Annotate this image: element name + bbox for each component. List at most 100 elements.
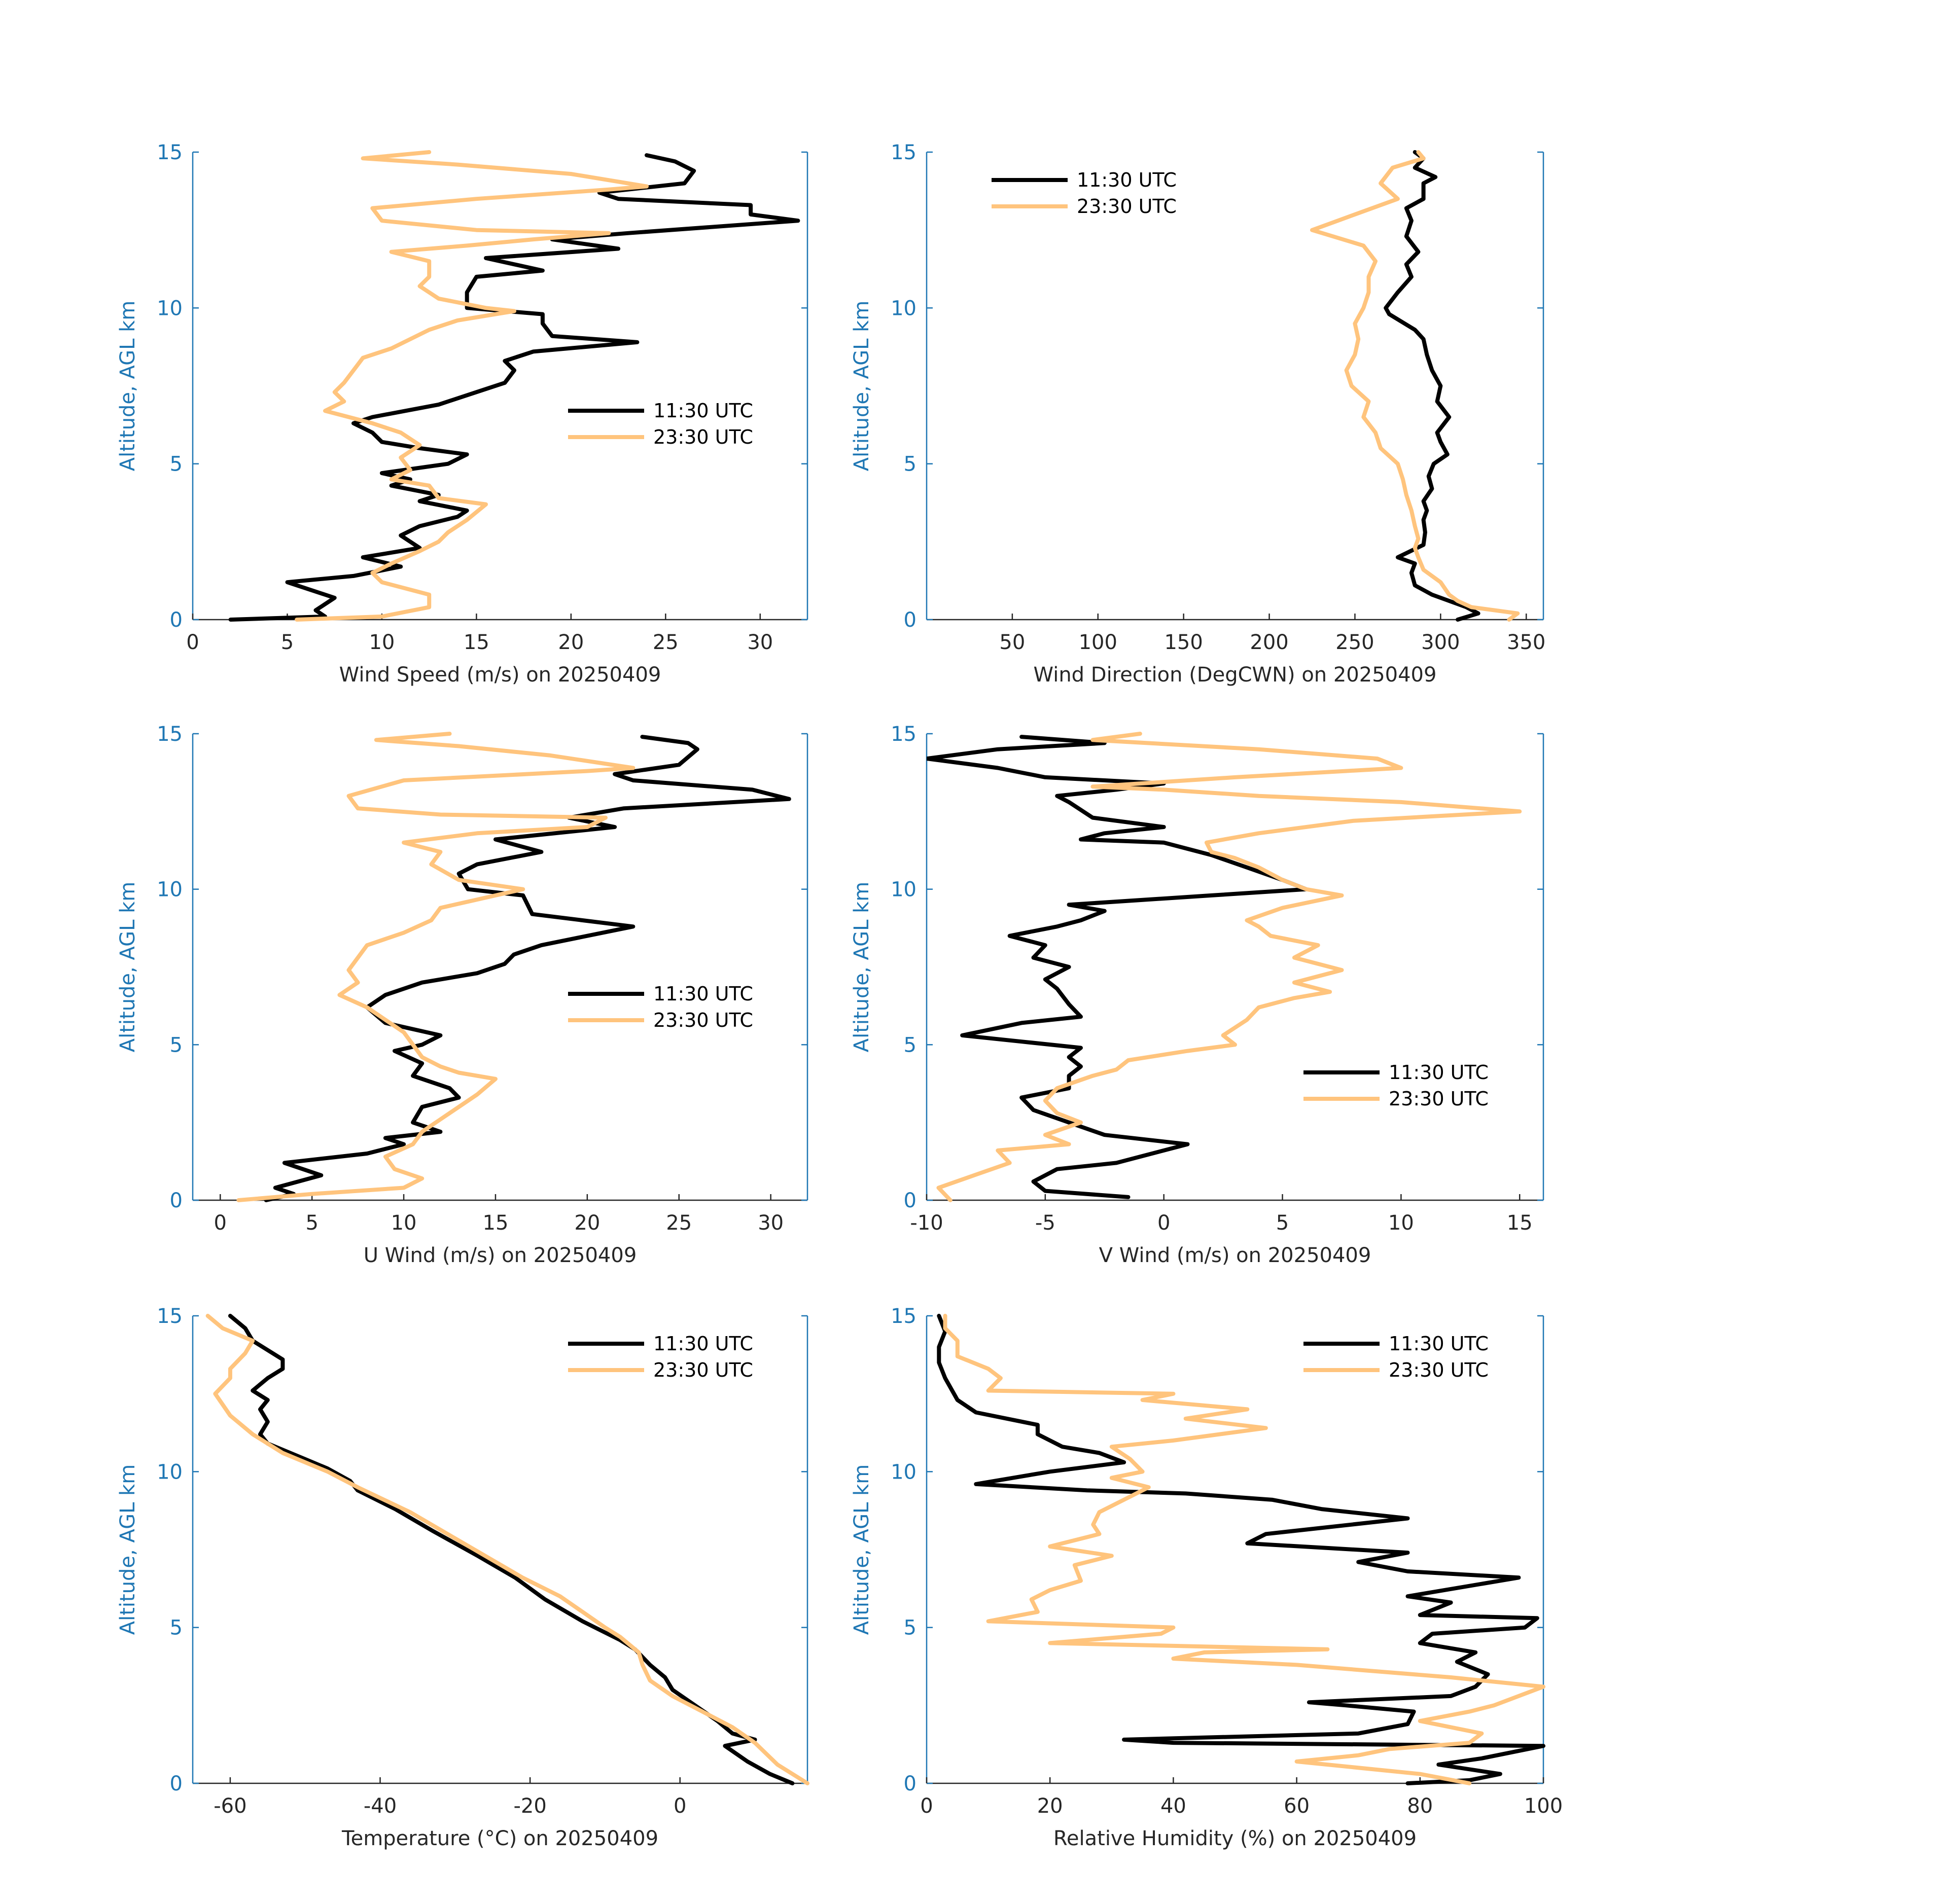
y-axis-label: Altitude, AGL km: [850, 301, 873, 472]
x-tick-label: 60: [1284, 1794, 1310, 1818]
y-tick-label: 10: [157, 297, 183, 320]
legend-label-2: 23:30 UTC: [1077, 195, 1177, 218]
chart-panel-4: 0 5 10 15 -10 -5 0 5 10 15 V Wind (m/s) on 2025040…: [850, 723, 1544, 1267]
x-tick-label: 30: [758, 1211, 784, 1235]
x-tick-label: 15: [464, 631, 489, 654]
y-tick-label: 15: [891, 723, 916, 746]
y-tick-label: 0: [170, 608, 183, 632]
y-axis-label: Altitude, AGL km: [850, 882, 873, 1053]
chart-panel-5: 0 5 10 15 -60 -40 -20 0 Temperature (°C) on 2025…: [116, 1305, 809, 1850]
x-tick-label: 5: [1276, 1211, 1289, 1235]
x-tick-label: 10: [369, 631, 395, 654]
x-tick-label: -60: [214, 1794, 246, 1818]
y-axis-label: Altitude, AGL km: [116, 1464, 139, 1635]
y-tick-label: 5: [170, 1033, 183, 1057]
series-line-1: [927, 735, 1309, 1199]
x-tick-label: 350: [1507, 631, 1545, 654]
y-tick-label: 15: [157, 141, 183, 164]
x-tick-label: -10: [910, 1211, 943, 1235]
x-tick-label: -40: [364, 1794, 397, 1818]
x-tick-label: 100: [1524, 1794, 1563, 1818]
legend-label-1: 11:30 UTC: [653, 1333, 753, 1355]
x-tick-label: 15: [1507, 1211, 1533, 1235]
x-tick-label: 25: [653, 631, 679, 654]
x-axis-label: Relative Humidity (%) on 20250409: [1053, 1827, 1417, 1850]
x-tick-label: 20: [1037, 1794, 1063, 1818]
y-tick-label: 15: [891, 141, 916, 164]
x-tick-label: 25: [666, 1211, 692, 1235]
y-axis-label: Altitude, AGL km: [850, 1464, 873, 1635]
legend-label-2: 23:30 UTC: [1389, 1088, 1489, 1110]
x-tick-label: 100: [1079, 631, 1117, 654]
legend-label-1: 11:30 UTC: [653, 400, 753, 422]
x-axis-label: V Wind (m/s) on 20250409: [1099, 1244, 1371, 1267]
y-tick-label: 5: [904, 1616, 916, 1640]
y-tick-label: 5: [170, 1616, 183, 1640]
legend-label-1: 11:30 UTC: [1389, 1333, 1489, 1355]
x-tick-label: 0: [920, 1794, 933, 1818]
legend-label-1: 11:30 UTC: [1389, 1061, 1489, 1084]
x-tick-label: 300: [1421, 631, 1460, 654]
y-axis-label: Altitude, AGL km: [116, 301, 139, 472]
x-tick-label: 10: [1388, 1211, 1414, 1235]
y-tick-label: 0: [904, 608, 916, 632]
y-tick-label: 15: [157, 723, 183, 746]
x-tick-label: 15: [483, 1211, 509, 1235]
series-line-2: [205, 1314, 809, 1785]
x-tick-label: 30: [747, 631, 773, 654]
y-axis-label: Altitude, AGL km: [116, 882, 139, 1053]
series-line-2: [936, 732, 1522, 1202]
series-line-1: [264, 735, 791, 1202]
x-tick-label: -5: [1035, 1211, 1055, 1235]
y-tick-label: 5: [904, 453, 916, 476]
x-tick-label: 5: [281, 631, 294, 654]
x-tick-label: 10: [391, 1211, 417, 1235]
y-tick-label: 0: [904, 1189, 916, 1212]
legend-label-2: 23:30 UTC: [653, 426, 753, 448]
legend-label-1: 11:30 UTC: [653, 983, 753, 1005]
x-tick-label: -20: [513, 1794, 546, 1818]
x-tick-label: 0: [1157, 1211, 1170, 1235]
y-tick-label: 10: [891, 1460, 916, 1484]
x-tick-label: 0: [674, 1794, 686, 1818]
legend-label-2: 23:30 UTC: [653, 1359, 753, 1381]
y-tick-label: 0: [170, 1189, 183, 1212]
x-tick-label: 20: [574, 1211, 600, 1235]
x-tick-label: 50: [999, 631, 1025, 654]
series-line-1: [228, 153, 800, 622]
y-tick-label: 5: [170, 453, 183, 476]
y-tick-label: 10: [891, 297, 916, 320]
series-line-1: [228, 1314, 795, 1785]
x-tick-label: 40: [1160, 1794, 1186, 1818]
chart-panel-2: 0 5 10 15 50 100 150 200 250 300 350 Wind Direction…: [850, 141, 1545, 687]
series-line-2: [943, 1314, 1545, 1785]
y-tick-label: 15: [891, 1305, 916, 1328]
chart-panel-1: 0 5 10 15 0 5 10 15 20 25 30 Wind Speed (m/s) on 20…: [116, 141, 808, 687]
x-tick-label: 250: [1335, 631, 1374, 654]
y-tick-label: 10: [157, 878, 183, 902]
x-tick-label: 5: [305, 1211, 318, 1235]
x-tick-label: 80: [1407, 1794, 1433, 1818]
legend-label-2: 23:30 UTC: [1389, 1359, 1489, 1381]
y-tick-label: 10: [157, 1460, 183, 1484]
y-tick-label: 10: [891, 878, 916, 902]
y-tick-label: 0: [170, 1772, 183, 1795]
y-tick-label: 5: [904, 1033, 916, 1057]
x-tick-label: 0: [186, 631, 199, 654]
x-axis-label: U Wind (m/s) on 20250409: [364, 1244, 637, 1267]
x-tick-label: 200: [1250, 631, 1288, 654]
y-tick-label: 15: [157, 1305, 183, 1328]
legend-label-2: 23:30 UTC: [653, 1009, 753, 1031]
legend-label-1: 11:30 UTC: [1077, 169, 1177, 191]
x-axis-label: Wind Direction (DegCWN) on 20250409: [1034, 663, 1437, 687]
chart-panel-6: 0 5 10 15 0 20 40 60 80 100 Relative Humidity (%) …: [850, 1305, 1563, 1850]
x-axis-label: Temperature (°C) on 20250409: [341, 1827, 658, 1850]
x-tick-label: 150: [1164, 631, 1203, 654]
chart-panel-3: 0 5 10 15 0 5 10 15 20 25 30 U Wind (m/s) on 202504…: [116, 723, 808, 1267]
y-tick-label: 0: [904, 1772, 916, 1795]
series-line-2: [236, 732, 636, 1202]
x-axis-label: Wind Speed (m/s) on 20250409: [339, 663, 661, 687]
series-line-1: [937, 1314, 1545, 1785]
